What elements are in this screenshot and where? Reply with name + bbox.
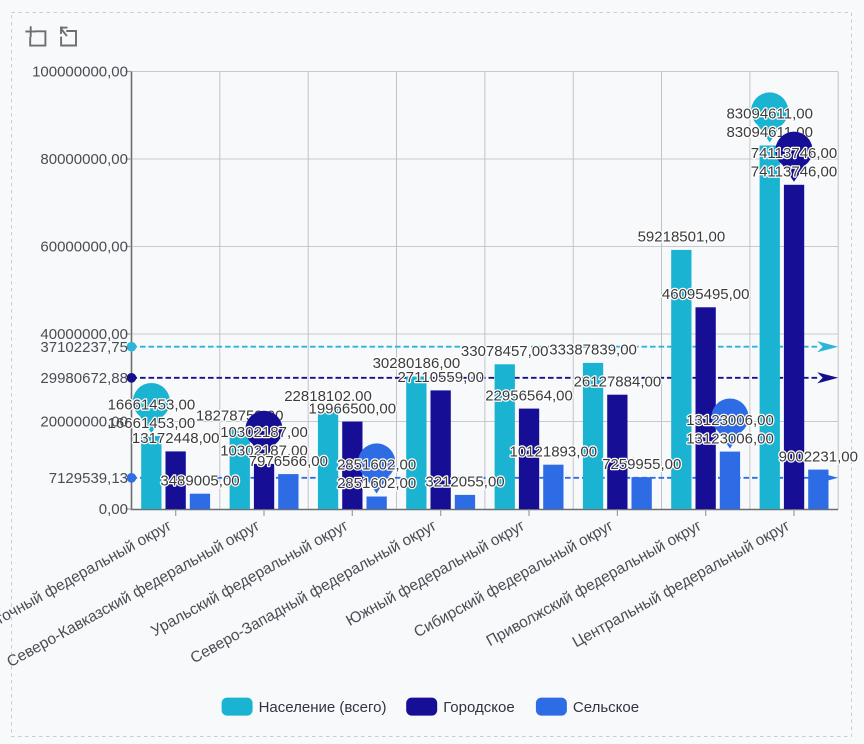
svg-text:9002231,00: 9002231,00 (779, 448, 858, 465)
svg-text:13172448,00: 13172448,00 (132, 430, 220, 447)
svg-text:10302187,00: 10302187,00 (220, 424, 308, 441)
svg-text:59218501,00: 59218501,00 (638, 229, 726, 246)
svg-text:16661453,00: 16661453,00 (108, 415, 196, 432)
svg-text:7976566,00: 7976566,00 (249, 453, 328, 470)
svg-text:29980672,88: 29980672,88 (40, 370, 128, 387)
svg-text:2851602,00: 2851602,00 (337, 457, 416, 474)
svg-text:74113746,00: 74113746,00 (751, 164, 837, 181)
svg-text:80000000,00: 80000000,00 (40, 151, 128, 168)
svg-text:Городское: Городское (443, 699, 514, 716)
svg-text:13123006,00: 13123006,00 (686, 412, 774, 429)
svg-text:83094611,00: 83094611,00 (726, 106, 812, 123)
svg-text:60000000,00: 60000000,00 (40, 239, 128, 256)
svg-text:26127884,00: 26127884,00 (574, 373, 662, 390)
svg-text:Сельское: Сельское (573, 699, 639, 716)
svg-text:19966500,00: 19966500,00 (309, 400, 397, 417)
svg-text:2851602,00: 2851602,00 (337, 475, 416, 492)
svg-text:10302187,00: 10302187,00 (220, 443, 308, 460)
svg-text:27110559,00: 27110559,00 (397, 369, 483, 386)
svg-text:22956564,00: 22956564,00 (485, 387, 573, 404)
svg-text:10121893,00: 10121893,00 (510, 443, 598, 460)
svg-text:74113746,00: 74113746,00 (751, 145, 837, 162)
svg-text:22818102.00: 22818102.00 (284, 388, 372, 405)
svg-text:3212055,00: 3212055,00 (425, 474, 504, 491)
svg-text:16661453,00: 16661453,00 (108, 396, 196, 413)
svg-text:37102237,75: 37102237,75 (40, 339, 128, 356)
svg-text:20000000,00: 20000000,00 (40, 414, 128, 431)
svg-text:30280186,00: 30280186,00 (373, 355, 461, 372)
svg-text:100000000,00: 100000000,00 (32, 64, 128, 81)
svg-text:3489005,00: 3489005,00 (160, 472, 239, 489)
svg-text:13123006,00: 13123006,00 (686, 430, 774, 447)
svg-text:40000000,00: 40000000,00 (40, 326, 128, 343)
svg-text:46095495,00: 46095495,00 (662, 286, 750, 303)
svg-text:33078457,00: 33078457,00 (461, 343, 549, 360)
svg-text:7129539,13: 7129539,13 (49, 470, 128, 487)
svg-text:7259955,00: 7259955,00 (602, 456, 681, 473)
svg-text:Население (всего): Население (всего) (259, 699, 387, 716)
svg-text:33387839,00: 33387839,00 (549, 342, 637, 359)
svg-text:0,00: 0,00 (99, 501, 128, 518)
